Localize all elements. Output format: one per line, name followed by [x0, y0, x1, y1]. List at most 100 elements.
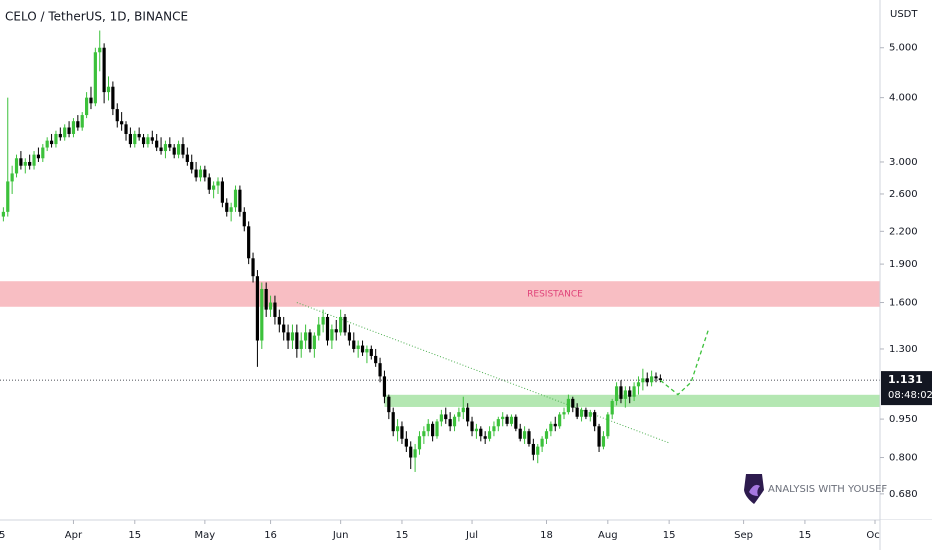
candle-body: [325, 316, 330, 341]
candle-body: [6, 181, 10, 212]
candle-body: [299, 340, 303, 349]
candle-body: [185, 154, 189, 162]
candle-body: [461, 407, 465, 413]
x-tick-label: Jul: [465, 530, 478, 541]
candle-body: [334, 329, 338, 333]
y-tick-label: 0.800: [889, 453, 918, 464]
candle-body: [163, 144, 168, 152]
candle-body: [365, 348, 369, 353]
candle-body: [369, 348, 373, 356]
candle-body: [444, 414, 448, 420]
candle-body: [417, 436, 422, 450]
candle-body: [360, 345, 365, 353]
candle-body: [308, 332, 312, 349]
candle-body: [439, 414, 443, 422]
candle-body: [549, 423, 553, 432]
candle-body: [194, 169, 198, 178]
candle-body: [14, 158, 19, 174]
candle-body: [378, 363, 382, 377]
candle-body: [76, 121, 80, 128]
candle-body: [435, 421, 439, 437]
plot-area: RESISTANCE: [0, 30, 880, 472]
candle-body: [650, 376, 654, 383]
candle-body: [466, 407, 470, 422]
candle-body: [268, 302, 273, 310]
candle-body: [190, 161, 194, 170]
resistance-zone: [0, 281, 880, 307]
candle-body: [483, 436, 487, 439]
candle-body: [614, 386, 619, 402]
candle-body: [509, 416, 514, 424]
candle-body: [220, 181, 224, 203]
candle-body: [233, 189, 238, 208]
candle-body: [63, 127, 67, 138]
resistance-label: RESISTANCE: [527, 289, 583, 299]
candle-body: [225, 202, 229, 212]
y-tick-label: 1.900: [889, 259, 918, 270]
candle-body: [374, 355, 378, 364]
candle-body: [426, 423, 430, 432]
candle-body: [540, 438, 544, 447]
y-tick-label: 1.300: [889, 344, 918, 355]
y-tick-label: 1.600: [889, 298, 918, 309]
candle-body: [641, 378, 645, 383]
candle-body: [120, 121, 124, 125]
x-tick-label: May: [195, 530, 216, 541]
candle-body: [619, 386, 623, 399]
candle-body: [606, 414, 610, 437]
candle-body: [216, 181, 220, 186]
chart-title: CELO / TetherUS, 1D, BINANCE: [5, 10, 188, 24]
candle-body: [146, 137, 150, 145]
candle-body: [45, 140, 49, 148]
candle-body: [212, 185, 216, 190]
candle-body: [203, 169, 207, 178]
candle-body: [176, 144, 181, 155]
candle-body: [382, 376, 387, 397]
x-tick-label: 18: [540, 530, 553, 541]
candle-body: [593, 412, 597, 427]
candle-body: [207, 177, 211, 190]
last-price-label: 1.131: [888, 373, 923, 386]
candle-body: [523, 431, 527, 439]
candle-body: [251, 258, 255, 277]
candle-body: [155, 140, 159, 148]
candle-body: [347, 332, 351, 341]
currency-label: USDT: [890, 9, 918, 20]
candle-body: [229, 207, 233, 212]
x-tick-label: 16: [264, 530, 277, 541]
candle-body: [413, 449, 417, 458]
candle-body: [487, 431, 492, 439]
candle-body: [67, 127, 71, 134]
time-axis-panel: [0, 520, 932, 550]
candle-body: [492, 426, 496, 432]
candle-body: [422, 431, 426, 437]
candle-body: [304, 332, 308, 341]
candle-body: [181, 144, 185, 155]
candle-body: [400, 426, 404, 439]
candle-body: [111, 86, 115, 110]
x-tick-label: Sep: [734, 530, 753, 541]
candle-body: [645, 378, 649, 383]
candle-body: [36, 154, 41, 159]
candle-body: [654, 376, 658, 379]
candle-body: [23, 161, 27, 166]
watermark-text: ANALYSIS WITH YOUSEF: [768, 484, 887, 495]
y-tick-label: 5.000: [889, 43, 918, 54]
candle-body: [409, 446, 413, 458]
candle-body: [496, 419, 500, 427]
last-price-badge: [881, 371, 932, 406]
candle-body: [474, 428, 479, 432]
candle-body: [352, 340, 356, 349]
x-tick-label: 15: [396, 530, 409, 541]
candle-body: [518, 428, 522, 439]
candle-body: [41, 147, 45, 159]
x-tick-label: Oct: [866, 530, 883, 541]
candle-body: [133, 133, 137, 145]
candle-body: [571, 398, 575, 408]
candle-body: [93, 52, 97, 104]
candle-body: [98, 47, 102, 53]
candle-body: [1, 211, 5, 217]
candle-body: [264, 288, 268, 310]
